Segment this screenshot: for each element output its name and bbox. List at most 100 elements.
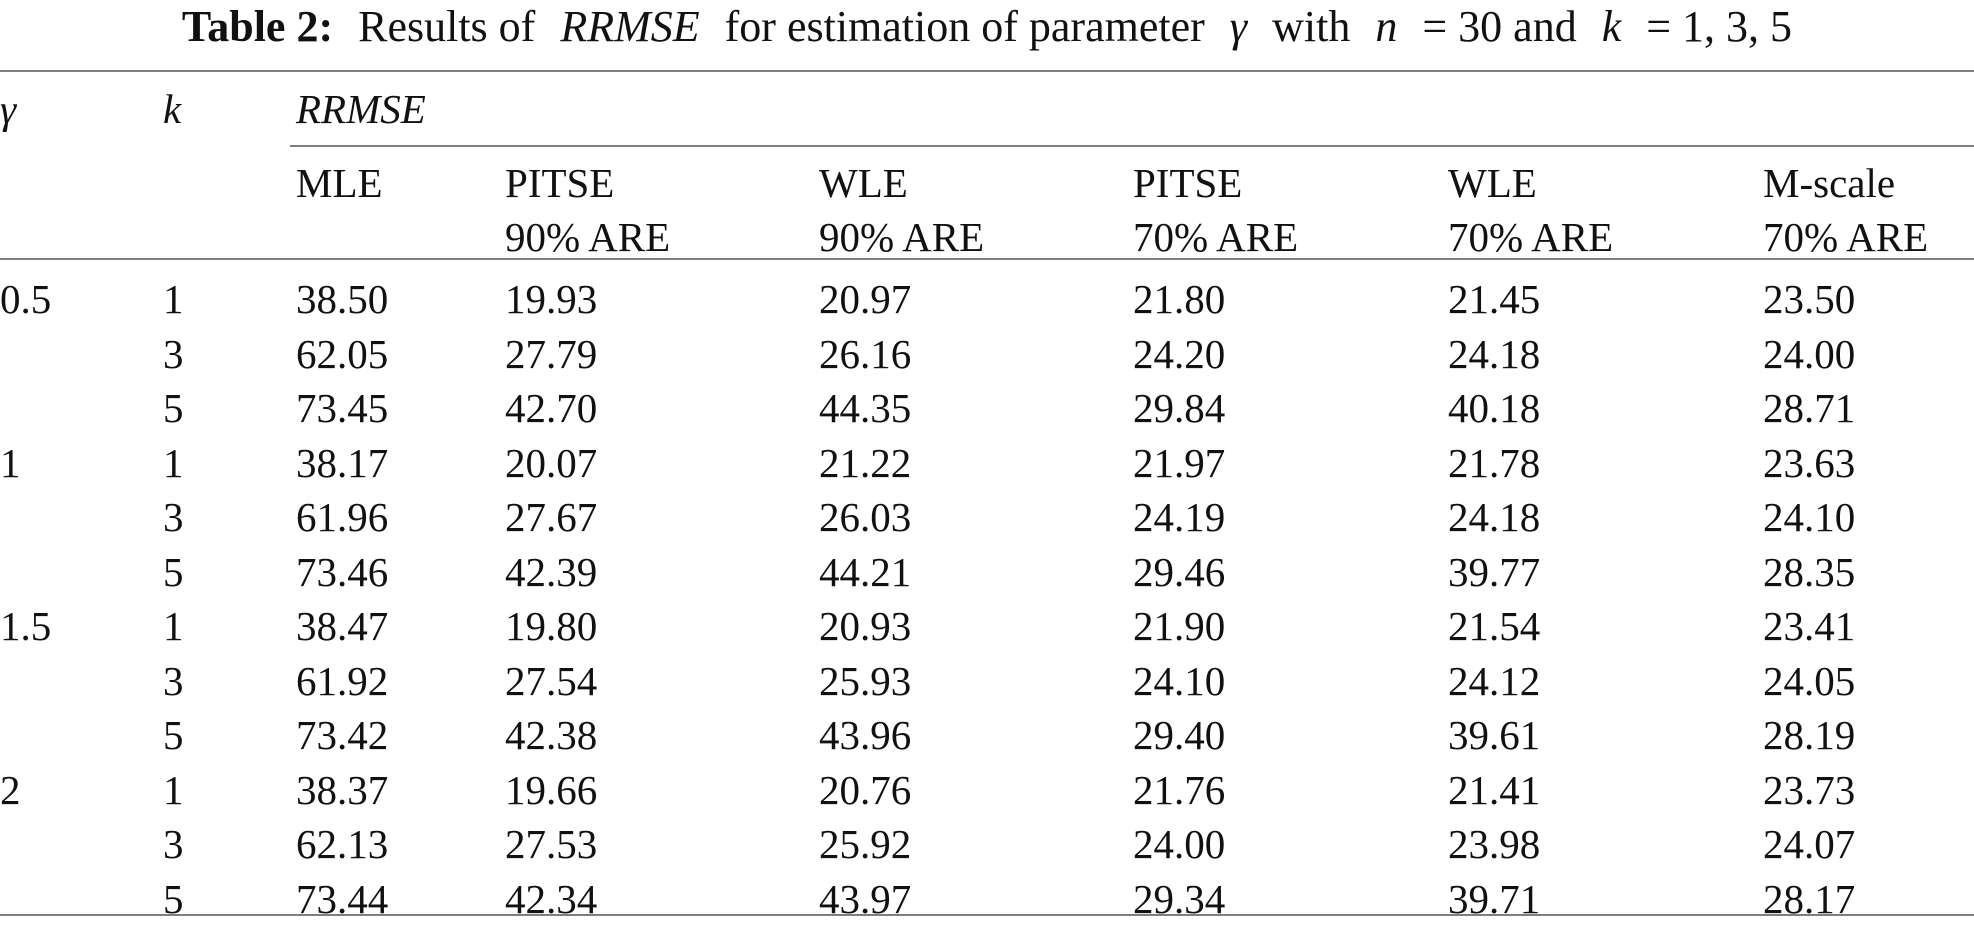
cell-value: 24.19 (1133, 494, 1226, 540)
cell-value: 24.00 (1133, 821, 1226, 867)
cell-value: 43.97 (819, 875, 912, 922)
header-group-rrmse: RRMSE (296, 86, 426, 132)
cell-value: 24.18 (1448, 330, 1541, 377)
cell-value: 24.10 (1763, 494, 1856, 540)
cell-value: 27.54 (505, 657, 598, 704)
cell-value: 24.10 (1133, 657, 1226, 704)
column-header-line2: 70% ARE (1763, 214, 1929, 260)
cell-value: 42.38 (505, 712, 598, 758)
cell-gamma: 2 (0, 766, 21, 813)
cell-value: 29.34 (1133, 875, 1226, 922)
cell-value: 61.96 (296, 494, 389, 540)
caption-metric: RRMSE (560, 2, 700, 51)
cell-value: 39.71 (1448, 875, 1541, 922)
column-header-line2: 70% ARE (1448, 214, 1614, 260)
cell-value: 28.35 (1763, 548, 1856, 595)
cell-value: 23.73 (1763, 766, 1856, 813)
column-header-line1: MLE (296, 160, 383, 206)
group-underline (290, 145, 1974, 147)
cell-value: 73.45 (296, 385, 389, 431)
cell-value: 19.93 (505, 276, 598, 322)
cell-value: 23.50 (1763, 276, 1856, 322)
cell-value: 62.13 (296, 821, 389, 867)
column-header-line2: 70% ARE (1133, 214, 1299, 260)
cell-k: 1 (163, 439, 184, 486)
cell-value: 21.97 (1133, 439, 1226, 486)
cell-k: 3 (163, 657, 184, 704)
cell-value: 39.77 (1448, 548, 1541, 595)
cell-value: 24.18 (1448, 494, 1541, 540)
cell-value: 38.47 (296, 603, 389, 649)
caption-symbol-gamma: γ (1229, 2, 1248, 51)
column-header-line2: 90% ARE (505, 214, 671, 260)
column-header-line1: M-scale (1763, 160, 1896, 206)
cell-value: 27.67 (505, 494, 598, 540)
cell-value: 42.34 (505, 875, 598, 922)
caption-text: = 1, 3, 5 (1646, 2, 1793, 51)
cell-k: 1 (163, 276, 184, 322)
cell-value: 21.45 (1448, 276, 1541, 322)
cell-value: 29.40 (1133, 712, 1226, 758)
cell-value: 21.78 (1448, 439, 1541, 486)
caption-text: with (1272, 2, 1351, 51)
caption-label: Table 2: (181, 2, 334, 51)
cell-value: 25.92 (819, 821, 912, 867)
cell-k: 1 (163, 766, 184, 813)
cell-value: 21.76 (1133, 766, 1226, 813)
cell-value: 38.37 (296, 766, 389, 813)
caption-text: for estimation of parameter (724, 2, 1205, 51)
cell-value: 26.16 (819, 330, 912, 377)
cell-value: 29.46 (1133, 548, 1226, 595)
header-gamma: γ (0, 86, 17, 132)
cell-value: 20.97 (819, 276, 912, 322)
cell-value: 28.17 (1763, 875, 1856, 922)
cell-value: 40.18 (1448, 385, 1541, 431)
cell-value: 42.70 (505, 385, 598, 431)
cell-value: 62.05 (296, 330, 389, 377)
cell-k: 5 (163, 875, 184, 922)
cell-value: 28.19 (1763, 712, 1856, 758)
header-k: k (163, 86, 182, 132)
cell-k: 3 (163, 330, 184, 377)
cell-gamma: 1 (0, 439, 21, 486)
cell-value: 21.54 (1448, 603, 1541, 649)
cell-value: 25.93 (819, 657, 912, 704)
cell-value: 38.17 (296, 439, 389, 486)
column-header-line1: PITSE (505, 160, 615, 206)
cell-value: 24.00 (1763, 330, 1856, 377)
cell-value: 20.76 (819, 766, 912, 813)
cell-value: 19.66 (505, 766, 598, 813)
cell-value: 19.80 (505, 603, 598, 649)
cell-value: 28.71 (1763, 385, 1856, 431)
cell-value: 27.53 (505, 821, 598, 867)
cell-value: 20.07 (505, 439, 598, 486)
column-header-line1: PITSE (1133, 160, 1243, 206)
column-header-line2: 90% ARE (819, 214, 985, 260)
cell-value: 39.61 (1448, 712, 1541, 758)
cell-value: 21.90 (1133, 603, 1226, 649)
cell-value: 42.39 (505, 548, 598, 595)
cell-k: 5 (163, 548, 184, 595)
cell-k: 3 (163, 494, 184, 540)
cell-value: 43.96 (819, 712, 912, 758)
cell-value: 73.44 (296, 875, 389, 922)
bottom-rule (0, 914, 1974, 916)
cell-value: 73.46 (296, 548, 389, 595)
cell-value: 23.41 (1763, 603, 1856, 649)
cell-value: 24.07 (1763, 821, 1856, 867)
cell-value: 38.50 (296, 276, 389, 322)
caption-symbol-n: n (1375, 2, 1398, 51)
column-header-line1: WLE (1448, 160, 1537, 206)
caption-text: Results of (358, 2, 536, 51)
cell-k: 5 (163, 712, 184, 758)
cell-k: 5 (163, 385, 184, 431)
cell-value: 44.21 (819, 548, 912, 595)
cell-value: 23.98 (1448, 821, 1541, 867)
cell-k: 3 (163, 821, 184, 867)
header-bottom-rule (0, 258, 1974, 260)
cell-gamma: 0.5 (0, 276, 52, 322)
cell-value: 44.35 (819, 385, 912, 431)
cell-value: 21.22 (819, 439, 912, 486)
column-header-line1: WLE (819, 160, 908, 206)
